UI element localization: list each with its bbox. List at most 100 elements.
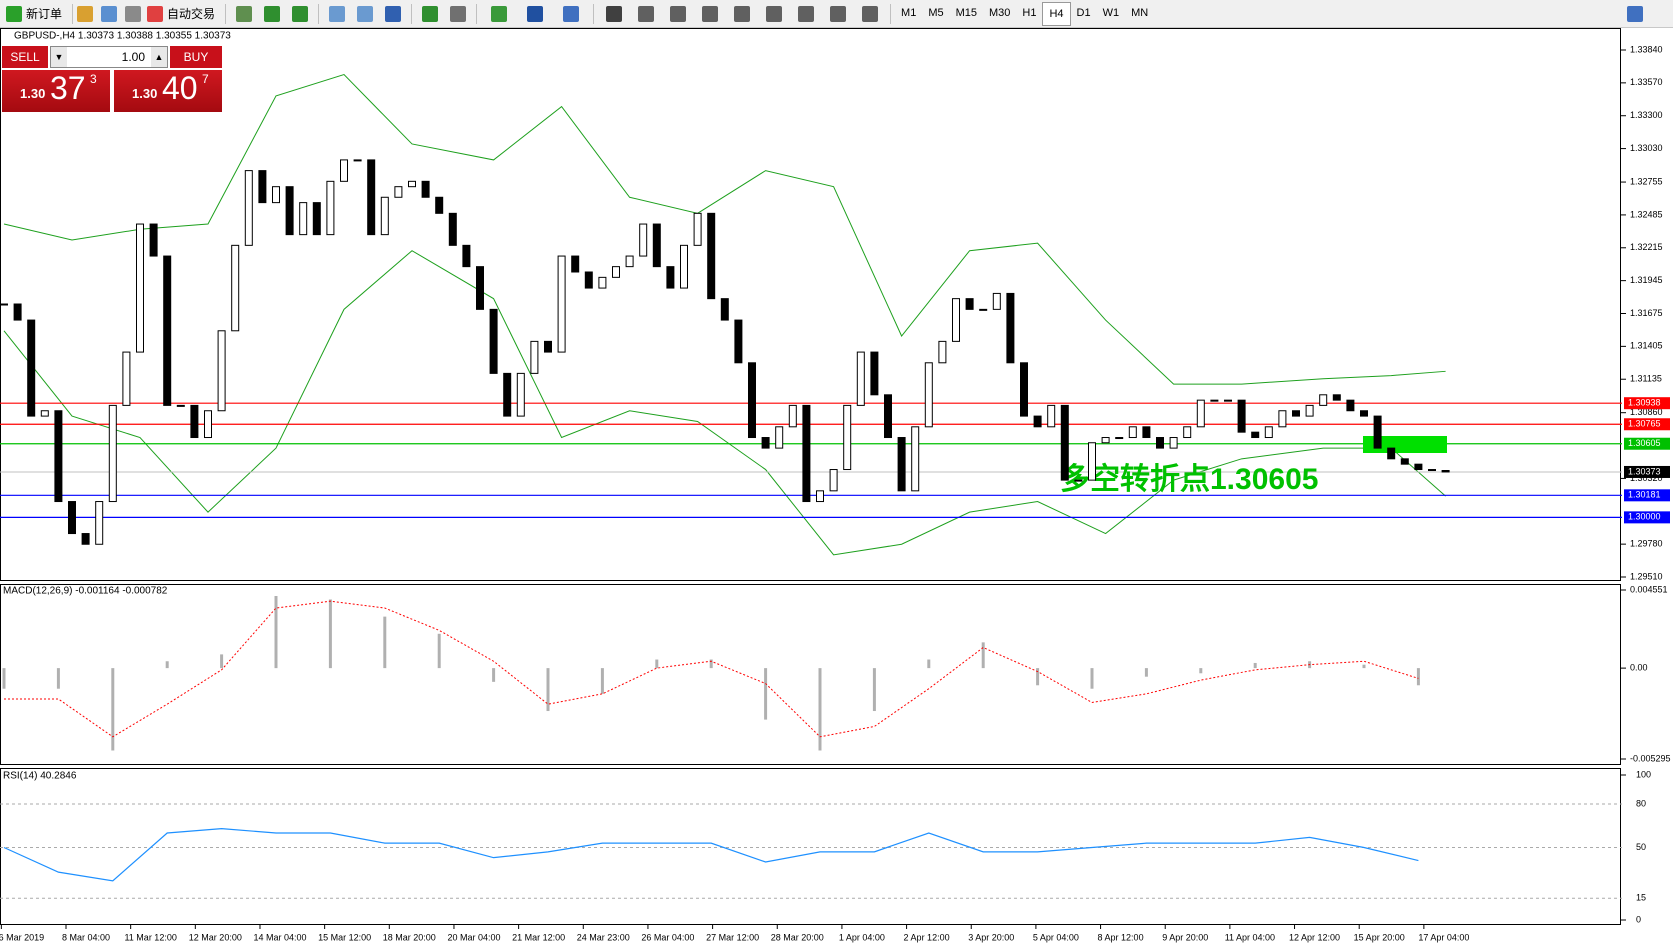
y-tick-label: 1.29780 — [1630, 539, 1663, 549]
toolbar: 新订单 自动交易 M1 M5 M15 M30 H1 H4 D1 W1 MN — [0, 0, 1673, 28]
y-tick-label: 1.31405 — [1630, 341, 1663, 351]
icon[interactable] — [638, 5, 655, 22]
buy-button[interactable]: BUY — [170, 46, 222, 68]
icon[interactable] — [830, 5, 847, 22]
bid-price[interactable]: 1.30 37 3 — [2, 70, 110, 112]
candle — [897, 437, 906, 492]
candle — [312, 202, 321, 236]
icon[interactable] — [606, 5, 623, 22]
search-icon[interactable] — [1627, 5, 1643, 22]
timeframe-button[interactable]: W1 — [1102, 6, 1120, 19]
icon[interactable] — [422, 5, 439, 22]
spin-down[interactable]: ▼ — [51, 47, 67, 67]
separator — [318, 3, 320, 24]
icon[interactable] — [862, 5, 879, 22]
candle — [775, 426, 784, 449]
x-tick-label: 6 Mar 2019 — [0, 932, 44, 942]
timeframe-button[interactable]: D1 — [1076, 6, 1091, 19]
y-tick-label: 1.32755 — [1630, 176, 1663, 186]
icon[interactable] — [450, 5, 467, 22]
level-label: 1.30181 — [1628, 490, 1661, 500]
candle — [149, 223, 158, 257]
icon[interactable] — [798, 5, 815, 22]
timeframe-button[interactable]: M5 — [928, 6, 944, 19]
icon[interactable] — [734, 5, 751, 22]
candle — [1400, 458, 1409, 465]
candle — [68, 501, 76, 535]
x-tick-label: 18 Mar 20:00 — [383, 932, 436, 942]
timeframe-button[interactable]: MN — [1131, 6, 1149, 19]
x-tick-label: 8 Mar 04:00 — [62, 932, 110, 942]
candle — [680, 244, 688, 289]
icon[interactable] — [236, 5, 253, 22]
price-digits: 40 — [162, 70, 198, 106]
icon[interactable] — [385, 5, 402, 22]
rsi-tick-label: 50 — [1636, 842, 1646, 852]
auto-trading-button[interactable]: 自动交易 — [141, 3, 221, 25]
ask-price[interactable]: 1.30 40 7 — [114, 70, 222, 112]
candle — [1237, 399, 1246, 433]
timeframe-button[interactable]: M1 — [901, 6, 917, 19]
separator — [890, 3, 892, 24]
x-tick-label: 20 Mar 04:00 — [447, 932, 500, 942]
candle — [13, 303, 22, 321]
timeframe-button[interactable]: H1 — [1022, 6, 1037, 19]
candle — [952, 298, 960, 342]
candle — [612, 266, 620, 278]
macd-tick-label: -0.005295 — [1630, 753, 1671, 763]
candle — [965, 298, 974, 310]
icon[interactable] — [357, 5, 374, 22]
lot-input[interactable]: ▼ 1.00 ▲ — [50, 46, 168, 68]
candle — [1414, 463, 1423, 471]
candle — [204, 410, 212, 439]
candle — [1115, 437, 1124, 440]
candle — [666, 266, 675, 289]
level-label-box — [1624, 511, 1670, 524]
candle — [530, 340, 539, 374]
icon[interactable] — [77, 5, 94, 22]
candle — [340, 159, 348, 182]
candle — [176, 404, 185, 407]
candle — [639, 223, 648, 257]
icon[interactable] — [292, 5, 309, 22]
timeframe-button[interactable]: M30 — [989, 6, 1011, 19]
icon[interactable] — [125, 5, 142, 22]
icon[interactable] — [491, 5, 508, 22]
level-label: 1.30938 — [1628, 398, 1661, 408]
chart-header: GBPUSD-,H4 1.30373 1.30388 1.30355 1.303… — [14, 31, 231, 42]
candle — [1224, 399, 1232, 402]
y-tick-label: 1.32485 — [1630, 209, 1663, 219]
spin-up[interactable]: ▲ — [151, 47, 167, 67]
icon[interactable] — [670, 5, 687, 22]
x-tick-label: 5 Apr 04:00 — [1033, 932, 1079, 942]
candle — [584, 271, 593, 289]
candle — [163, 255, 172, 406]
y-tick-label: 1.33030 — [1630, 143, 1663, 153]
candle — [299, 202, 308, 236]
icon[interactable] — [264, 5, 281, 22]
timeframes: M1 M5 M15 M30 H1 H4 D1 W1 MN — [895, 1, 1154, 26]
new-order-button[interactable]: 新订单 — [0, 3, 68, 25]
separator — [225, 3, 227, 24]
sell-button[interactable]: SELL — [2, 46, 48, 68]
separator — [593, 3, 595, 24]
candle — [938, 340, 947, 364]
icon[interactable] — [527, 5, 544, 22]
level-label: 1.30605 — [1628, 438, 1661, 448]
icon[interactable] — [702, 5, 719, 22]
icon[interactable] — [329, 5, 346, 22]
timeframe-button[interactable]: M15 — [955, 6, 977, 19]
candle — [1373, 415, 1382, 449]
candle — [27, 319, 36, 417]
timeframe-button[interactable]: H4 — [1042, 1, 1071, 26]
icon[interactable] — [563, 5, 580, 22]
candle — [81, 533, 90, 545]
icon[interactable] — [101, 5, 118, 22]
candle — [1183, 426, 1192, 439]
annotation: 多空转折点1.30605 — [1060, 463, 1318, 496]
icon[interactable] — [766, 5, 783, 22]
candle — [748, 362, 756, 439]
y-tick-label: 1.30860 — [1630, 407, 1663, 417]
